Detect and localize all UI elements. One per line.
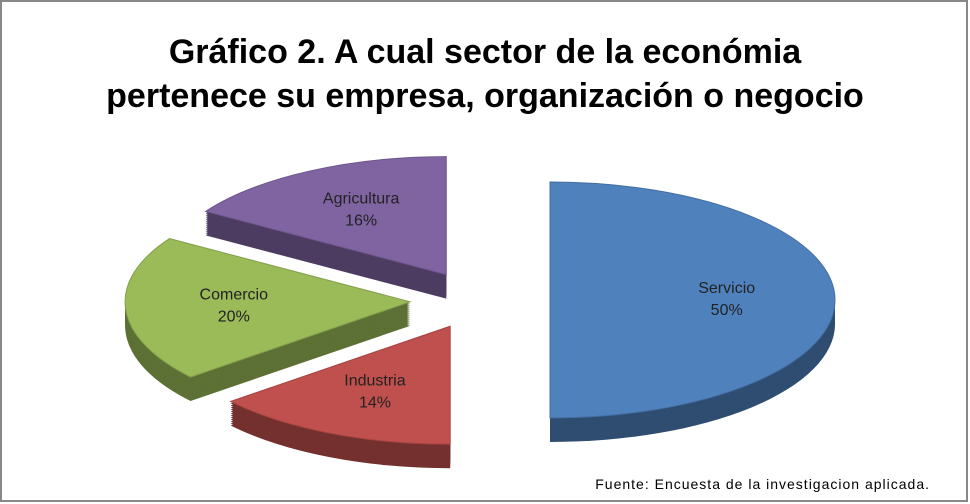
source-note: Fuente: Encuesta de la investigacion apl…: [595, 476, 930, 492]
pie-slice: [124, 238, 412, 378]
pie-slice: [549, 181, 836, 419]
slice-label: Industria: [344, 373, 405, 390]
slice-value-label: 50%: [711, 302, 743, 319]
slice-value-label: 16%: [345, 213, 377, 230]
chart-title: Gráfico 2. A cual sector de la económia …: [106, 33, 864, 115]
slice-label: Agricultura: [323, 191, 400, 208]
pie-slice: [204, 156, 447, 276]
slice-value-label: 20%: [218, 309, 250, 326]
slice-value-label: 14%: [359, 395, 391, 412]
slice-label: Servicio: [698, 280, 755, 297]
pie-slice: [229, 325, 451, 445]
slice-label: Comercio: [200, 287, 269, 304]
